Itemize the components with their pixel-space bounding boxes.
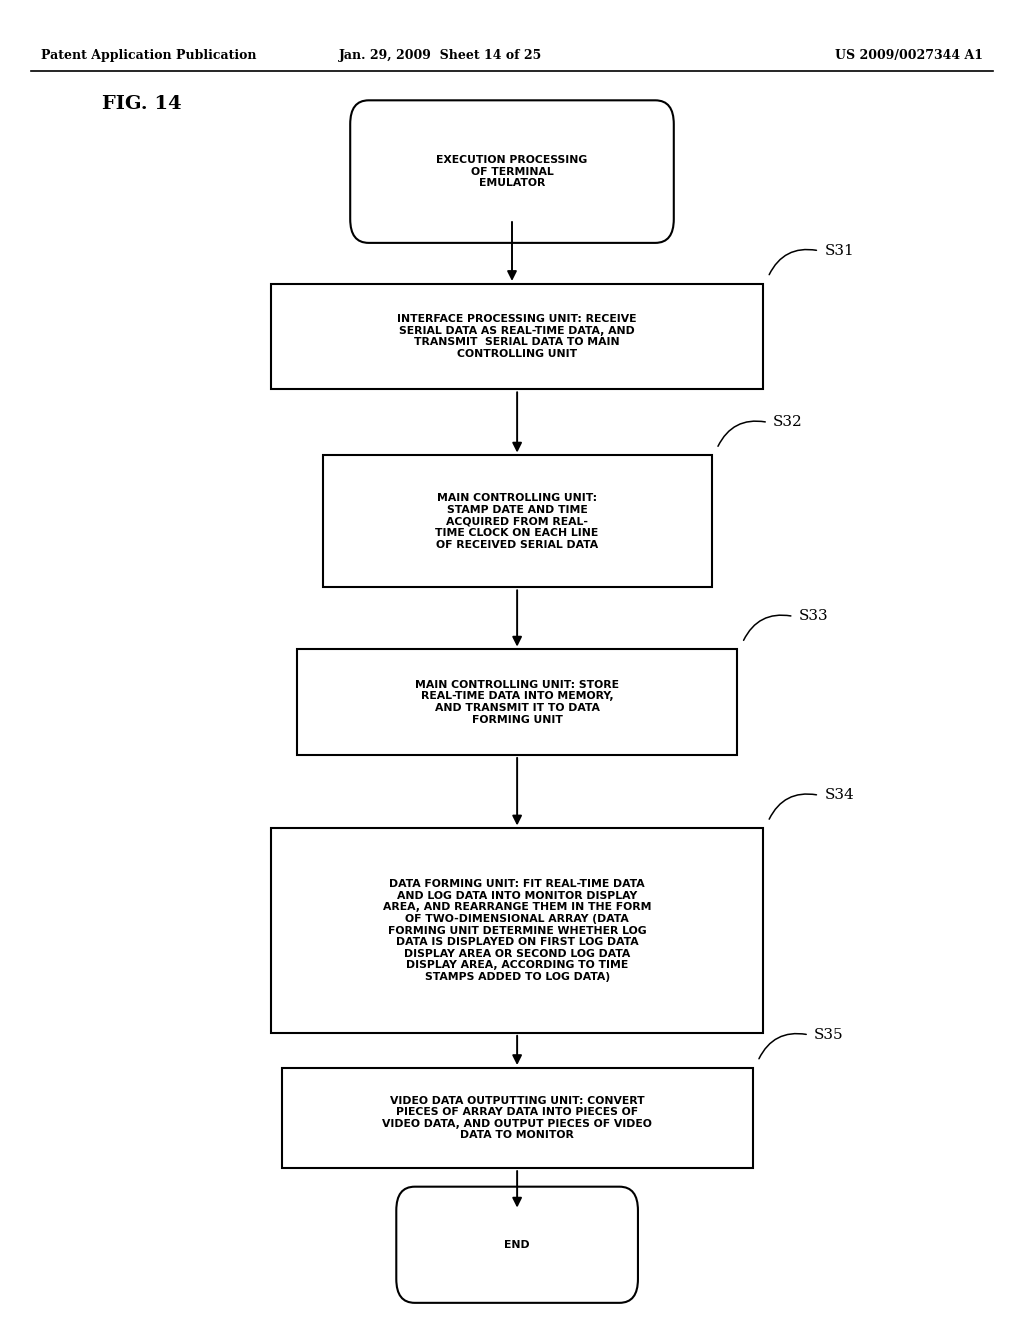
Bar [271,284,763,389]
Text: MAIN CONTROLLING UNIT:
STAMP DATE AND TIME
ACQUIRED FROM REAL-
TIME CLOCK ON EAC: MAIN CONTROLLING UNIT: STAMP DATE AND TI… [435,494,599,549]
Bar [282,1068,753,1168]
Text: S33: S33 [799,610,828,623]
Text: S32: S32 [773,416,803,429]
Text: S35: S35 [814,1028,844,1041]
Text: US 2009/0027344 A1: US 2009/0027344 A1 [835,49,983,62]
Text: Jan. 29, 2009  Sheet 14 of 25: Jan. 29, 2009 Sheet 14 of 25 [339,49,542,62]
Text: EXECUTION PROCESSING
OF TERMINAL
EMULATOR: EXECUTION PROCESSING OF TERMINAL EMULATO… [436,154,588,189]
Text: DATA FORMING UNIT: FIT REAL-TIME DATA
AND LOG DATA INTO MONITOR DISPLAY
AREA, AN: DATA FORMING UNIT: FIT REAL-TIME DATA AN… [383,879,651,982]
Text: VIDEO DATA OUTPUTTING UNIT: CONVERT
PIECES OF ARRAY DATA INTO PIECES OF
VIDEO DA: VIDEO DATA OUTPUTTING UNIT: CONVERT PIEC… [382,1096,652,1140]
Text: S31: S31 [824,244,854,257]
Text: MAIN CONTROLLING UNIT: STORE
REAL-TIME DATA INTO MEMORY,
AND TRANSMIT IT TO DATA: MAIN CONTROLLING UNIT: STORE REAL-TIME D… [415,680,620,725]
Text: INTERFACE PROCESSING UNIT: RECEIVE
SERIAL DATA AS REAL-TIME DATA, AND
TRANSMIT  : INTERFACE PROCESSING UNIT: RECEIVE SERIA… [397,314,637,359]
Bar [323,455,712,587]
Text: S34: S34 [824,788,854,803]
Bar [297,649,737,755]
Text: END: END [504,1239,530,1250]
FancyBboxPatch shape [396,1187,638,1303]
Bar [271,829,763,1032]
Text: FIG. 14: FIG. 14 [102,95,182,114]
FancyBboxPatch shape [350,100,674,243]
Text: Patent Application Publication: Patent Application Publication [41,49,256,62]
